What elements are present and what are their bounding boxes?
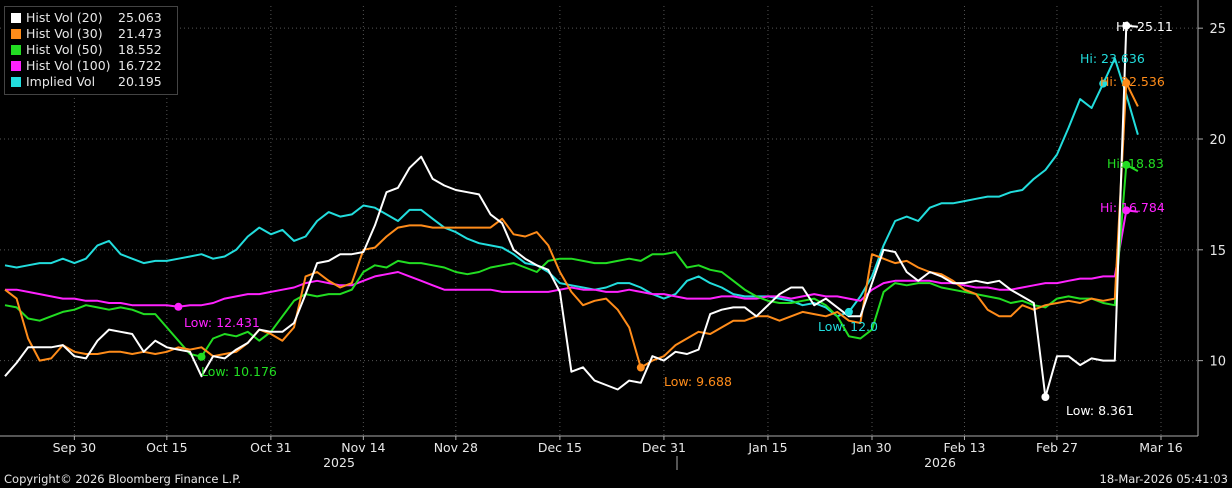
annotation-label: Low: 8.361 bbox=[1066, 403, 1134, 418]
annotation-dot bbox=[1122, 21, 1131, 30]
annotation-label: Hi: 25.11 bbox=[1116, 19, 1173, 34]
annotation-dot bbox=[1122, 160, 1131, 169]
copyright-text: Copyright© 2026 Bloomberg Finance L.P. bbox=[4, 472, 241, 486]
x-tick-label: Sep 30 bbox=[53, 440, 96, 455]
legend-item: Hist Vol (100) 16.722 bbox=[11, 58, 173, 74]
legend-item: Hist Vol (50) 18.552 bbox=[11, 42, 173, 58]
annotation-label: Low: 10.176 bbox=[201, 364, 277, 379]
y-tick-label: 20 bbox=[1209, 133, 1226, 148]
x-tick-label: Oct 15 bbox=[146, 440, 188, 455]
annotation-label: Hi: 22.536 bbox=[1100, 74, 1165, 89]
x-tick-label: Feb 13 bbox=[943, 440, 985, 455]
x-tick-label: Oct 31 bbox=[250, 440, 292, 455]
x-tick-label: Nov 14 bbox=[341, 440, 385, 455]
annotation-markers: Hi: 25.11 Low: 8.361 Hi: 23.636 Low: 12.0 Hi… bbox=[174, 19, 1173, 418]
annotation-label: Hi: 18.83 bbox=[1107, 156, 1164, 171]
series-line bbox=[4, 24, 1138, 398]
legend-series-value: 25.063 bbox=[118, 10, 162, 25]
y-tick-label: 10 bbox=[1209, 355, 1226, 370]
legend-item: Implied Vol 20.195 bbox=[11, 74, 173, 90]
legend-swatch bbox=[11, 61, 21, 71]
x-tick-label: Feb 27 bbox=[1036, 440, 1078, 455]
legend-series-value: 21.473 bbox=[118, 26, 162, 41]
annotation-dot bbox=[636, 363, 645, 372]
x-tick-label: Jan 15 bbox=[747, 440, 787, 455]
chart-legend: Hist Vol (20) 25.063 Hist Vol (30) 21.47… bbox=[4, 6, 178, 95]
legend-swatch bbox=[11, 77, 21, 87]
annotation-dot bbox=[844, 307, 853, 316]
timestamp-text: 18-Mar-2026 05:41:03 bbox=[1099, 472, 1228, 486]
series-lines bbox=[4, 24, 1139, 398]
y-tick-label: 25 bbox=[1209, 22, 1226, 37]
x-tick-label: Mar 16 bbox=[1139, 440, 1183, 455]
legend-series-value: 18.552 bbox=[118, 42, 162, 57]
legend-series-name: Hist Vol (20) bbox=[26, 10, 103, 25]
legend-series-name: Implied Vol bbox=[26, 74, 96, 89]
annotation-dot bbox=[1041, 392, 1050, 401]
annotation-label: Low: 12.0 bbox=[818, 319, 878, 334]
x-tick-label: Jan 30 bbox=[851, 440, 891, 455]
annotation-label: Hi: 16.784 bbox=[1100, 200, 1165, 215]
footer-bar: Copyright© 2026 Bloomberg Finance L.P. 1… bbox=[0, 472, 1232, 488]
legend-item: Hist Vol (30) 21.473 bbox=[11, 26, 173, 42]
series-line bbox=[5, 209, 1139, 308]
legend-series-name: Hist Vol (30) bbox=[26, 26, 103, 41]
legend-item: Hist Vol (20) 25.063 bbox=[11, 10, 173, 26]
annotation-dot bbox=[174, 302, 183, 311]
annotation-dot bbox=[1122, 78, 1131, 87]
legend-swatch bbox=[11, 45, 21, 55]
annotation-label: Low: 9.688 bbox=[664, 374, 732, 389]
x-tick-label: Dec 31 bbox=[642, 440, 686, 455]
annotation-dot bbox=[197, 352, 206, 361]
legend-swatch bbox=[11, 13, 21, 23]
x-year-label: 2026 bbox=[924, 455, 956, 470]
x-tick-label: Dec 15 bbox=[538, 440, 582, 455]
annotation-label: Low: 12.431 bbox=[184, 315, 260, 330]
annotation-dot bbox=[1099, 79, 1108, 88]
legend-series-value: 16.722 bbox=[118, 58, 162, 73]
y-tick-label: 15 bbox=[1209, 244, 1226, 259]
x-tick-label: Nov 28 bbox=[434, 440, 478, 455]
x-year-label: 2025 bbox=[323, 455, 355, 470]
legend-series-name: Hist Vol (50) bbox=[26, 42, 103, 57]
chart-grid bbox=[0, 6, 1198, 436]
series-line bbox=[4, 57, 1139, 318]
annotation-dot bbox=[1122, 206, 1131, 215]
legend-swatch bbox=[11, 29, 21, 39]
series-line bbox=[4, 81, 1139, 369]
legend-series-value: 20.195 bbox=[118, 74, 162, 89]
annotation-label: Hi: 23.636 bbox=[1080, 51, 1145, 66]
series-line bbox=[4, 163, 1139, 358]
legend-series-name: Hist Vol (100) bbox=[26, 58, 111, 73]
